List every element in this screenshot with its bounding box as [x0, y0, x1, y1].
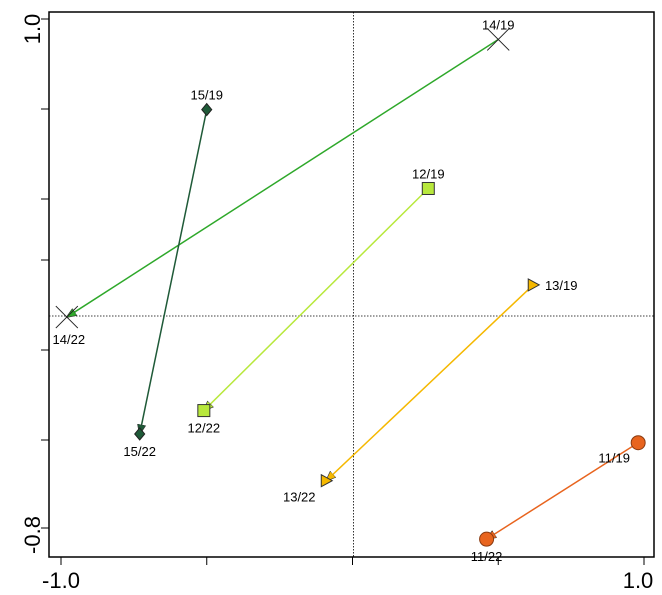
- point-label-11-19: 11/19: [598, 451, 630, 466]
- point-label-13-22: 13/22: [283, 490, 316, 505]
- point-15-22-marker: [134, 427, 146, 441]
- point-12-22-marker: [197, 404, 211, 418]
- trajectory-arrow-11: [487, 442, 639, 539]
- trajectory-arrow-13: [326, 284, 534, 481]
- point-label-15-19: 15/19: [190, 88, 223, 103]
- axis-ticks: [41, 18, 645, 565]
- point-label-14-22: 14/22: [53, 332, 86, 347]
- y-tick-label-max: 1.0: [20, 14, 45, 45]
- series-13: 13/19 13/22: [283, 278, 578, 505]
- trajectory-arrow-15: [140, 109, 208, 434]
- series-14: 14/19 14/22: [53, 17, 515, 347]
- point-14-22-marker: [55, 305, 79, 329]
- y-tick-label-min: -0.8: [20, 516, 45, 554]
- x-tick-label-max: 1.0: [623, 568, 654, 593]
- point-11-22-marker: [479, 531, 495, 547]
- series-15: 15/19 15/22: [123, 88, 223, 459]
- point-14-19-marker: [486, 28, 510, 51]
- point-label-12-19: 12/19: [412, 166, 445, 181]
- point-12-19-marker: [421, 181, 435, 195]
- point-13-19-marker: [527, 278, 541, 292]
- series-11: 11/19 11/22: [471, 435, 646, 564]
- point-label-13-19: 13/19: [545, 278, 578, 293]
- plot-frame: [48, 11, 655, 558]
- point-label-11-22: 11/22: [471, 549, 503, 564]
- point-11-19-marker: [630, 435, 646, 451]
- point-15-19-marker: [201, 102, 213, 117]
- point-label-15-22: 15/22: [123, 444, 156, 459]
- point-label-12-22: 12/22: [188, 421, 221, 436]
- series-layer: 11/19 11/22 12/19 12/22 13/19 13/22 14/19 14/22…: [53, 17, 646, 564]
- trajectory-arrow-12: [204, 187, 429, 410]
- point-label-14-19: 14/19: [482, 17, 515, 32]
- x-tick-label-min: -1.0: [42, 568, 80, 593]
- trajectory-arrow-14: [67, 38, 499, 317]
- series-12: 12/19 12/22: [188, 166, 445, 435]
- point-13-22-marker: [320, 473, 334, 488]
